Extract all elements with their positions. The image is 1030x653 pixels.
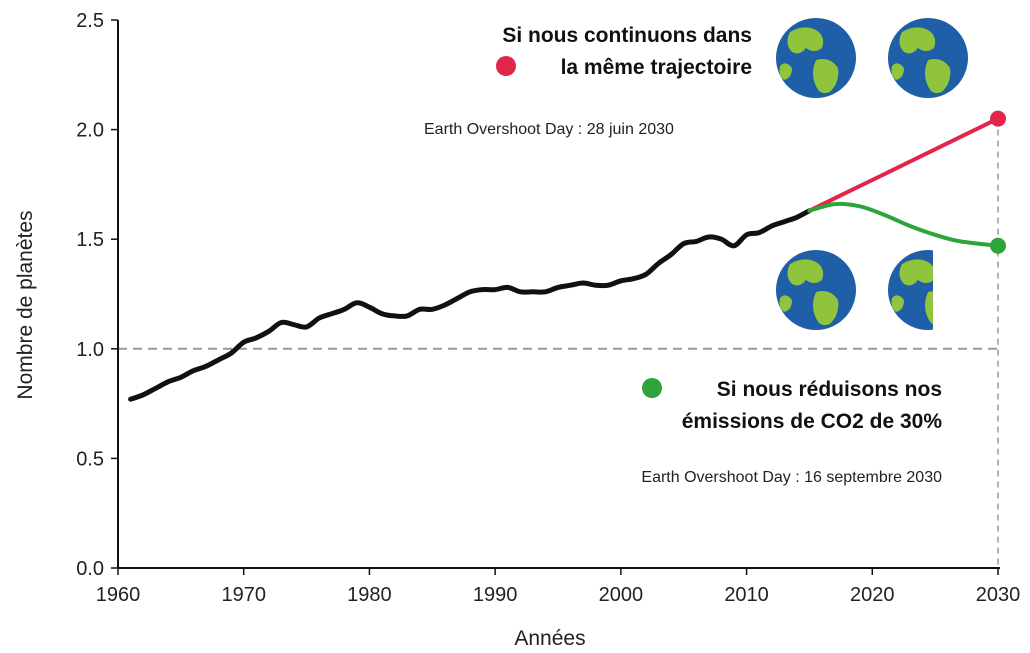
business-as-usual-series-line (807, 116, 1000, 213)
y-axis-ticks: 0.0 0.5 1.0 1.5 2.0 2.5 (76, 10, 118, 580)
x-tick-label: 1990 (473, 584, 518, 606)
annotation-green-date: Earth Overshoot Day : 16 septembre 2030 (641, 469, 942, 486)
x-tick-label: 1970 (221, 584, 266, 606)
x-tick-label: 2020 (850, 584, 895, 606)
half-earth-globe-icon (888, 250, 933, 330)
annotation-green-line1: Si nous réduisons nos (717, 378, 942, 401)
earth-globe-icon (776, 250, 856, 330)
historical-series-line (128, 208, 812, 402)
y-tick-label: 2.0 (76, 120, 104, 142)
earth-globe-icon (776, 18, 856, 98)
earth-globe-icon (888, 18, 968, 98)
y-tick-label: 1.5 (76, 229, 104, 251)
endpoint-markers (990, 110, 1006, 254)
x-tick-label: 2010 (724, 584, 769, 606)
reference-lines (118, 118, 999, 568)
annotation-green-line2: émissions de CO2 de 30% (682, 410, 943, 433)
co2-reduction-endpoint (990, 237, 1006, 254)
annotation-red-line1: Si nous continuons dans (502, 24, 752, 47)
y-tick-label: 1.0 (76, 339, 104, 361)
x-tick-label: 2000 (599, 584, 644, 606)
business-as-usual-endpoint (990, 110, 1006, 127)
x-axis-title: Années (514, 627, 585, 650)
annotation-red-line2: la même trajectoire (561, 56, 752, 79)
y-tick-label: 0.0 (76, 558, 104, 580)
red-legend-dot (496, 56, 516, 76)
y-tick-label: 2.5 (76, 10, 104, 32)
x-tick-label: 1980 (347, 584, 392, 606)
series-layer (128, 116, 1000, 402)
x-tick-label: 1960 (96, 584, 141, 606)
annotation-red-date: Earth Overshoot Day : 28 juin 2030 (424, 121, 674, 138)
x-tick-label: 2030 (976, 584, 1021, 606)
axes (117, 20, 1000, 569)
co2-reduction-series-line (807, 201, 1000, 248)
green-legend-dot (642, 378, 662, 398)
y-axis-title: Nombre de planètes (14, 210, 37, 399)
y-tick-label: 0.5 (76, 448, 104, 470)
x-axis-ticks: 1960 1970 1980 1990 2000 2010 2020 2030 (96, 568, 1021, 606)
